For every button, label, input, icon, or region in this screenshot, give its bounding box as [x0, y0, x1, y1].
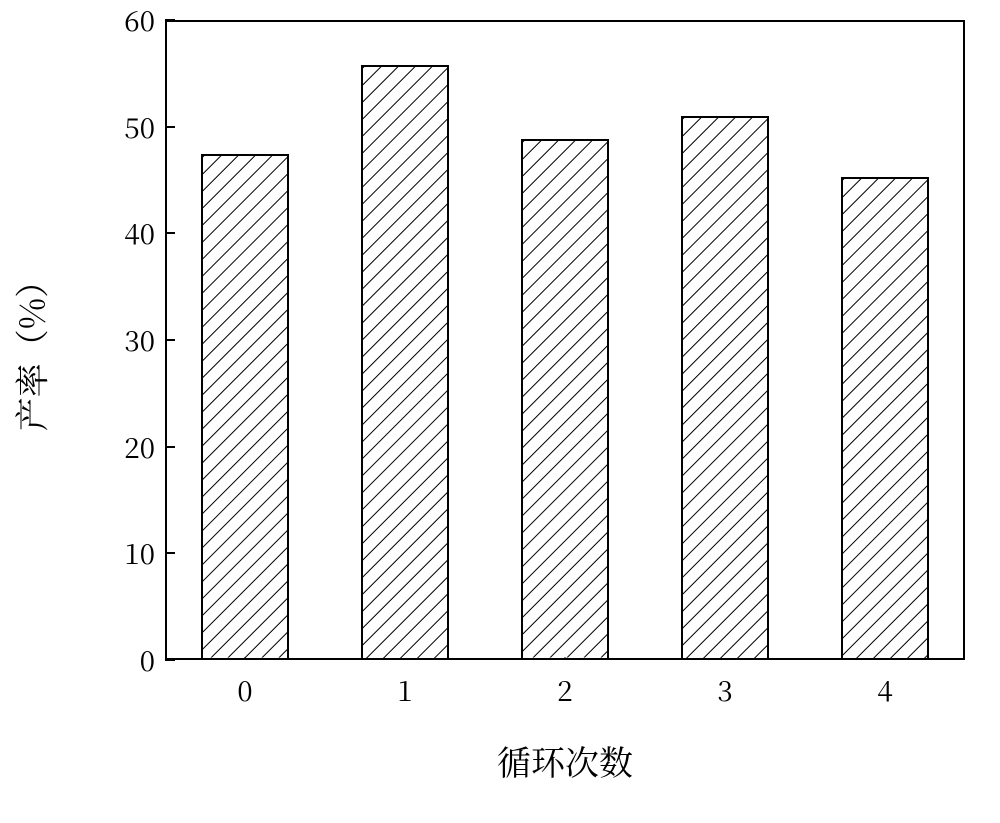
y-tick: [165, 659, 175, 661]
y-tick: [165, 232, 175, 234]
plot-border-top: [165, 20, 965, 22]
bar: [521, 139, 609, 660]
bar: [361, 65, 449, 660]
y-axis-label: 产率（%）: [6, 264, 55, 431]
y-tick-label: 50: [95, 113, 155, 141]
plot-area: [165, 20, 965, 660]
y-tick-label: 30: [95, 326, 155, 354]
x-tick-label: 2: [535, 676, 595, 704]
bar-hatch: [843, 179, 927, 658]
x-tick-label: 0: [215, 676, 275, 704]
y-tick: [165, 446, 175, 448]
x-tick-label: 4: [855, 676, 915, 704]
y-tick: [165, 126, 175, 128]
bar: [681, 116, 769, 660]
bar-hatch: [523, 141, 607, 658]
y-tick: [165, 339, 175, 341]
y-tick-label: 40: [95, 219, 155, 247]
y-tick-label: 60: [95, 6, 155, 34]
bar-hatch: [683, 118, 767, 658]
bar-chart: 产率（%） 循环次数 0 10 20 30 40 50 60 0 1 2 3 4: [0, 0, 1000, 823]
y-tick: [165, 19, 175, 21]
bar-hatch: [203, 156, 287, 658]
y-tick-label: 0: [95, 646, 155, 674]
bar: [841, 177, 929, 660]
x-tick-label: 1: [375, 676, 435, 704]
y-tick-label: 10: [95, 539, 155, 567]
plot-border-right: [963, 20, 965, 660]
bar-hatch: [363, 67, 447, 658]
y-tick: [165, 552, 175, 554]
y-tick-label: 20: [95, 433, 155, 461]
x-axis-label: 循环次数: [497, 736, 633, 785]
bar: [201, 154, 289, 660]
x-tick-label: 3: [695, 676, 755, 704]
